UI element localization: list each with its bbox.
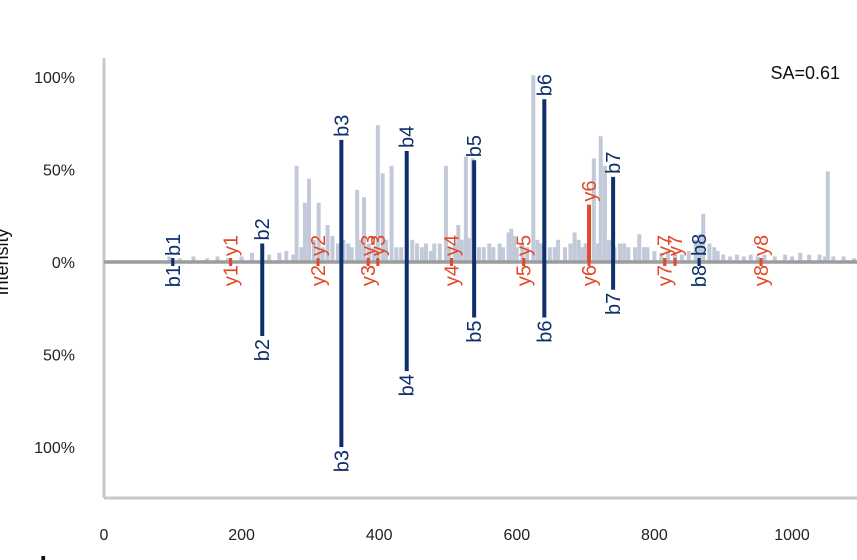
ion-label-b4: b4: [397, 126, 419, 148]
ion-label-b1: b1: [163, 265, 185, 287]
y-tick-label: 0%: [52, 255, 75, 272]
ion-label-y8: y8: [751, 235, 773, 256]
ion-bars: [171, 99, 763, 447]
ion-label-b8: b8: [689, 265, 711, 287]
ion-label-b5: b5: [464, 321, 486, 343]
x-tick-label: 200: [228, 527, 255, 544]
ion-label-y2: y2: [308, 265, 330, 286]
ion-label-y5: y5: [514, 235, 536, 256]
y-tick-label: 100%: [34, 440, 75, 457]
ion-label-y4: y4: [441, 235, 463, 256]
ion-label-y1: y1: [221, 265, 243, 286]
ion-label-b2: b2: [252, 339, 274, 361]
ion-label-b3: b3: [331, 450, 353, 472]
y-tick-label: 100%: [34, 70, 75, 87]
ion-label-y3: y3: [358, 265, 380, 286]
ion-label-b7: b7: [603, 293, 625, 315]
x-tick-label: 0: [100, 527, 109, 544]
ion-label-y6: y6: [579, 265, 601, 286]
x-tick-label: 400: [366, 527, 393, 544]
x-tick-labels: 0 200 400 600 800 1000: [100, 527, 810, 544]
ion-label-b1: b1: [163, 234, 185, 256]
ion-label-b7: b7: [603, 152, 625, 174]
ion-label-b6: b6: [534, 321, 556, 343]
ion-label-b4: b4: [397, 374, 419, 396]
ion-label-b6: b6: [534, 74, 556, 96]
ion-label-y3: y3: [368, 235, 390, 256]
ion-label-b5: b5: [464, 135, 486, 157]
ion-label-b3: b3: [331, 115, 353, 137]
background-peaks: [167, 75, 856, 262]
ion-label-y2: y2: [308, 235, 330, 256]
panel-label: d: [30, 551, 47, 560]
y-axis-label: Intensity: [0, 228, 12, 295]
ion-label-y6: y6: [579, 181, 601, 202]
similarity-annotation: SA=0.61: [770, 63, 840, 83]
ion-label-y7: y7: [655, 235, 677, 256]
ion-label-y5: y5: [514, 265, 536, 286]
y-tick-labels: 100% 50% 0% 50% 100%: [34, 70, 75, 457]
ion-label-y3: y3: [358, 235, 380, 256]
ion-label-y7: y7: [665, 235, 687, 256]
ion-label-y8: y8: [751, 265, 773, 286]
x-tick-label: 600: [503, 527, 530, 544]
y-tick-label: 50%: [43, 348, 75, 365]
x-tick-label: 1000: [774, 527, 810, 544]
x-tick-label: 800: [641, 527, 668, 544]
ion-label-y7: y7: [655, 265, 677, 286]
ion-label-y1: y1: [221, 235, 243, 256]
axes: [102, 58, 857, 500]
ion-label-b8: b8: [689, 234, 711, 256]
y-tick-label: 50%: [43, 163, 75, 180]
ion-label-y4: y4: [441, 265, 463, 286]
ion-label-b2: b2: [252, 218, 274, 240]
